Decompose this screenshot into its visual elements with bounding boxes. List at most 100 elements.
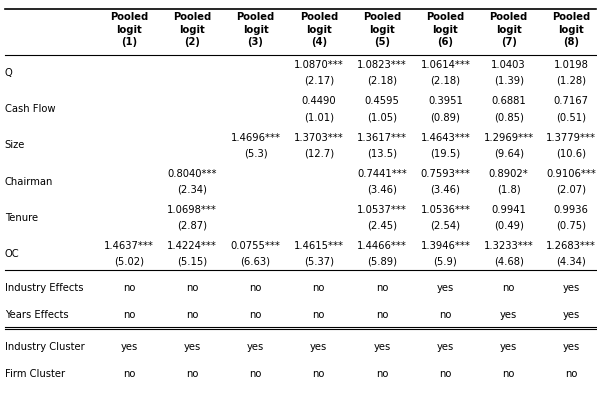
Text: (2.17): (2.17) bbox=[304, 76, 334, 86]
Text: Chairman: Chairman bbox=[5, 176, 53, 187]
Text: 0.9106***: 0.9106*** bbox=[546, 169, 596, 179]
Text: (2.45): (2.45) bbox=[367, 220, 397, 231]
Text: 1.2969***: 1.2969*** bbox=[484, 132, 534, 143]
Text: 0.7593***: 0.7593*** bbox=[420, 169, 470, 179]
Text: no: no bbox=[186, 310, 198, 320]
Text: no: no bbox=[250, 369, 261, 379]
Text: (19.5): (19.5) bbox=[430, 148, 460, 158]
Text: (1.39): (1.39) bbox=[494, 76, 524, 86]
Text: yes: yes bbox=[184, 342, 201, 353]
Text: 1.0537***: 1.0537*** bbox=[357, 205, 407, 215]
Text: (0.49): (0.49) bbox=[494, 220, 524, 231]
Text: yes: yes bbox=[437, 342, 454, 353]
Text: (4.34): (4.34) bbox=[556, 257, 586, 267]
Text: 1.0870***: 1.0870*** bbox=[294, 60, 344, 70]
Text: 1.4615***: 1.4615*** bbox=[294, 241, 344, 251]
Text: (4.68): (4.68) bbox=[494, 257, 524, 267]
Text: 0.7167: 0.7167 bbox=[553, 96, 589, 107]
Text: 1.3779***: 1.3779*** bbox=[546, 132, 596, 143]
Text: (13.5): (13.5) bbox=[367, 148, 397, 158]
Text: no: no bbox=[313, 310, 325, 320]
Text: 0.9936: 0.9936 bbox=[553, 205, 589, 215]
Text: no: no bbox=[186, 283, 198, 293]
Text: (5.02): (5.02) bbox=[114, 257, 144, 267]
Text: no: no bbox=[376, 310, 388, 320]
Text: (5.9): (5.9) bbox=[433, 257, 457, 267]
Text: (10.6): (10.6) bbox=[556, 148, 586, 158]
Text: 0.8040***: 0.8040*** bbox=[168, 169, 217, 179]
Text: Pooled
logit
(6): Pooled logit (6) bbox=[426, 13, 464, 47]
Text: yes: yes bbox=[562, 342, 580, 353]
Text: 0.4490: 0.4490 bbox=[301, 96, 336, 107]
Text: (2.54): (2.54) bbox=[430, 220, 460, 231]
Text: Pooled
logit
(4): Pooled logit (4) bbox=[300, 13, 338, 47]
Text: 1.4637***: 1.4637*** bbox=[104, 241, 154, 251]
Text: no: no bbox=[123, 283, 135, 293]
Text: 1.3703***: 1.3703*** bbox=[294, 132, 344, 143]
Text: 1.4466***: 1.4466*** bbox=[357, 241, 407, 251]
Text: Tenure: Tenure bbox=[5, 213, 38, 223]
Text: (5.37): (5.37) bbox=[304, 257, 334, 267]
Text: yes: yes bbox=[500, 310, 517, 320]
Text: 0.7441***: 0.7441*** bbox=[357, 169, 407, 179]
Text: Pooled
logit
(1): Pooled logit (1) bbox=[110, 13, 148, 47]
Text: Industry Cluster: Industry Cluster bbox=[5, 342, 85, 353]
Text: yes: yes bbox=[121, 342, 137, 353]
Text: yes: yes bbox=[310, 342, 327, 353]
Text: 1.0403: 1.0403 bbox=[491, 60, 526, 70]
Text: Size: Size bbox=[5, 140, 25, 151]
Text: 1.3233***: 1.3233*** bbox=[484, 241, 534, 251]
Text: (3.46): (3.46) bbox=[430, 184, 460, 195]
Text: (2.87): (2.87) bbox=[177, 220, 207, 231]
Text: yes: yes bbox=[374, 342, 390, 353]
Text: (2.18): (2.18) bbox=[367, 76, 397, 86]
Text: (3.46): (3.46) bbox=[367, 184, 397, 195]
Text: no: no bbox=[250, 310, 261, 320]
Text: 1.0614***: 1.0614*** bbox=[420, 60, 470, 70]
Text: no: no bbox=[503, 283, 515, 293]
Text: no: no bbox=[376, 283, 388, 293]
Text: 1.0536***: 1.0536*** bbox=[420, 205, 470, 215]
Text: (0.51): (0.51) bbox=[556, 112, 586, 122]
Text: 1.4224***: 1.4224*** bbox=[167, 241, 217, 251]
Text: Pooled
logit
(5): Pooled logit (5) bbox=[363, 13, 401, 47]
Text: no: no bbox=[313, 283, 325, 293]
Text: (2.07): (2.07) bbox=[556, 184, 586, 195]
Text: Cash Flow: Cash Flow bbox=[5, 104, 56, 114]
Text: (0.89): (0.89) bbox=[430, 112, 460, 122]
Text: Q: Q bbox=[5, 68, 13, 78]
Text: 0.6881: 0.6881 bbox=[491, 96, 526, 107]
Text: OC: OC bbox=[5, 249, 19, 259]
Text: (5.3): (5.3) bbox=[244, 148, 267, 158]
Text: (1.01): (1.01) bbox=[304, 112, 334, 122]
Text: 0.0755***: 0.0755*** bbox=[230, 241, 281, 251]
Text: (0.75): (0.75) bbox=[556, 220, 586, 231]
Text: no: no bbox=[503, 369, 515, 379]
Text: 0.9941: 0.9941 bbox=[491, 205, 526, 215]
Text: yes: yes bbox=[562, 310, 580, 320]
Text: Pooled
logit
(3): Pooled logit (3) bbox=[236, 13, 275, 47]
Text: no: no bbox=[439, 310, 451, 320]
Text: Pooled
logit
(8): Pooled logit (8) bbox=[552, 13, 590, 47]
Text: (12.7): (12.7) bbox=[304, 148, 334, 158]
Text: Pooled
logit
(7): Pooled logit (7) bbox=[490, 13, 528, 47]
Text: (5.89): (5.89) bbox=[367, 257, 397, 267]
Text: (1.05): (1.05) bbox=[367, 112, 397, 122]
Text: yes: yes bbox=[247, 342, 264, 353]
Text: no: no bbox=[250, 283, 261, 293]
Text: no: no bbox=[123, 369, 135, 379]
Text: 1.4696***: 1.4696*** bbox=[230, 132, 281, 143]
Text: Industry Effects: Industry Effects bbox=[5, 283, 83, 293]
Text: 1.0198: 1.0198 bbox=[553, 60, 589, 70]
Text: 1.2683***: 1.2683*** bbox=[546, 241, 596, 251]
Text: Years Effects: Years Effects bbox=[5, 310, 69, 320]
Text: no: no bbox=[439, 369, 451, 379]
Text: Firm Cluster: Firm Cluster bbox=[5, 369, 65, 379]
Text: (1.28): (1.28) bbox=[556, 76, 586, 86]
Text: 1.4643***: 1.4643*** bbox=[420, 132, 470, 143]
Text: (2.34): (2.34) bbox=[177, 184, 207, 195]
Text: yes: yes bbox=[562, 283, 580, 293]
Text: Pooled
logit
(2): Pooled logit (2) bbox=[173, 13, 211, 47]
Text: 1.3946***: 1.3946*** bbox=[420, 241, 470, 251]
Text: yes: yes bbox=[437, 283, 454, 293]
